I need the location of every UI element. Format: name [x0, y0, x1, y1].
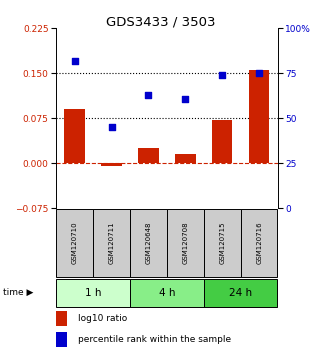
FancyBboxPatch shape [204, 209, 240, 276]
Text: GSM120710: GSM120710 [72, 222, 78, 264]
Point [220, 72, 225, 78]
Point [256, 70, 262, 76]
Point [146, 92, 151, 98]
Text: GSM120716: GSM120716 [256, 222, 262, 264]
Bar [101, 163, 122, 166]
Bar [56, 332, 67, 347]
FancyBboxPatch shape [241, 209, 277, 276]
Text: GSM120715: GSM120715 [219, 222, 225, 264]
FancyBboxPatch shape [167, 209, 204, 276]
Text: 1 h: 1 h [85, 288, 101, 298]
FancyBboxPatch shape [93, 209, 130, 276]
Text: 4 h: 4 h [159, 288, 175, 298]
Text: time ▶: time ▶ [3, 289, 34, 297]
Bar [249, 70, 269, 163]
Point [183, 96, 188, 101]
Text: GDS3433 / 3503: GDS3433 / 3503 [106, 16, 215, 29]
FancyBboxPatch shape [56, 279, 130, 307]
Bar [65, 109, 85, 163]
Text: GSM120711: GSM120711 [108, 222, 115, 264]
Bar [212, 120, 232, 163]
Bar [175, 154, 195, 163]
Text: GSM120708: GSM120708 [182, 222, 188, 264]
FancyBboxPatch shape [204, 279, 277, 307]
Bar [138, 148, 159, 163]
Text: 24 h: 24 h [229, 288, 252, 298]
FancyBboxPatch shape [130, 279, 204, 307]
Bar [56, 312, 67, 326]
FancyBboxPatch shape [56, 209, 93, 276]
Text: log10 ratio: log10 ratio [78, 314, 127, 323]
FancyBboxPatch shape [130, 209, 167, 276]
Text: GSM120648: GSM120648 [145, 222, 152, 264]
Point [72, 58, 77, 64]
Point [109, 125, 114, 130]
Text: percentile rank within the sample: percentile rank within the sample [78, 335, 231, 344]
